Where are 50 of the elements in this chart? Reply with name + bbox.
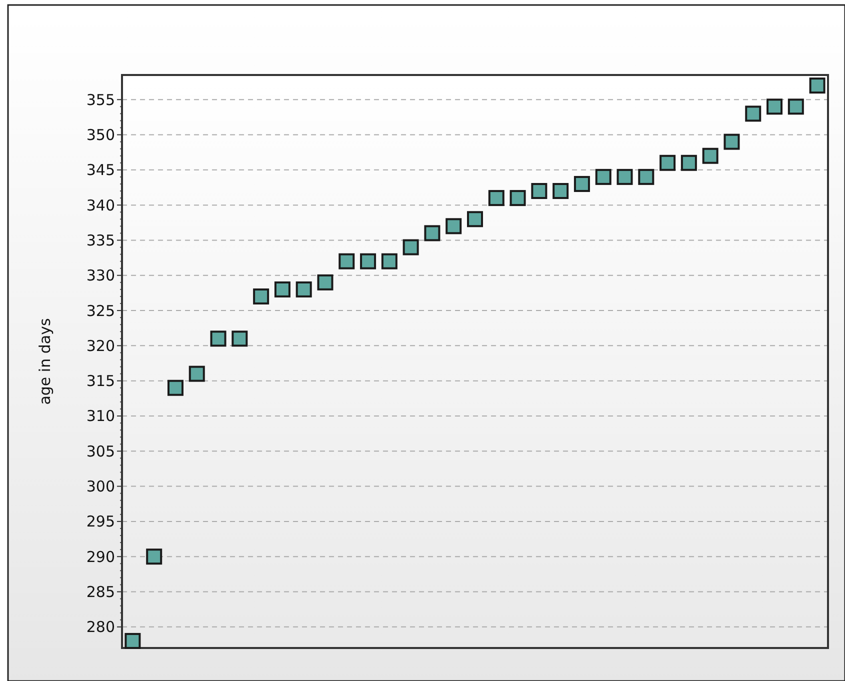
point (338, 253, 355, 270)
y-tick-label: 325 (86, 302, 115, 320)
point (488, 190, 504, 206)
y-tick-label: 350 (86, 126, 115, 144)
point (809, 78, 826, 94)
y-tick-label: 355 (86, 90, 115, 109)
y-tick-label: 315 (86, 372, 115, 390)
point (680, 154, 697, 171)
point (188, 366, 205, 382)
point (146, 548, 162, 565)
y-axis-title: age in days (36, 318, 54, 405)
point (167, 380, 184, 396)
point (510, 190, 526, 206)
y-tick-label: 330 (86, 266, 115, 285)
point (424, 225, 440, 242)
point (638, 168, 654, 185)
point (788, 98, 804, 115)
point (766, 98, 783, 115)
y-tick-label: 305 (86, 442, 115, 460)
point (232, 330, 248, 347)
y-tick-label: 335 (86, 231, 115, 250)
point (745, 106, 762, 122)
point (317, 274, 334, 290)
point (724, 134, 740, 150)
point (210, 330, 226, 347)
point (702, 148, 718, 164)
point (253, 288, 270, 304)
y-tick-label: 280 (86, 618, 115, 636)
point (296, 281, 312, 298)
point (360, 253, 376, 270)
point (124, 632, 141, 649)
point (574, 176, 590, 192)
point (660, 154, 676, 171)
point (402, 239, 419, 256)
point (381, 253, 398, 270)
point (595, 168, 612, 185)
y-tick-label: 310 (86, 407, 115, 426)
y-tick-label: 300 (86, 478, 115, 496)
y-tick-label: 340 (86, 196, 115, 214)
y-tick-label: 295 (86, 512, 115, 531)
point (552, 183, 569, 200)
point (274, 281, 290, 298)
y-tick-label: 290 (86, 548, 115, 566)
y-tick-label: 320 (86, 336, 115, 355)
point (531, 183, 548, 200)
y-tick-label: 345 (86, 161, 115, 180)
point (467, 211, 483, 228)
y-tick-label: 285 (86, 583, 115, 602)
point (446, 218, 462, 234)
point (616, 168, 633, 185)
